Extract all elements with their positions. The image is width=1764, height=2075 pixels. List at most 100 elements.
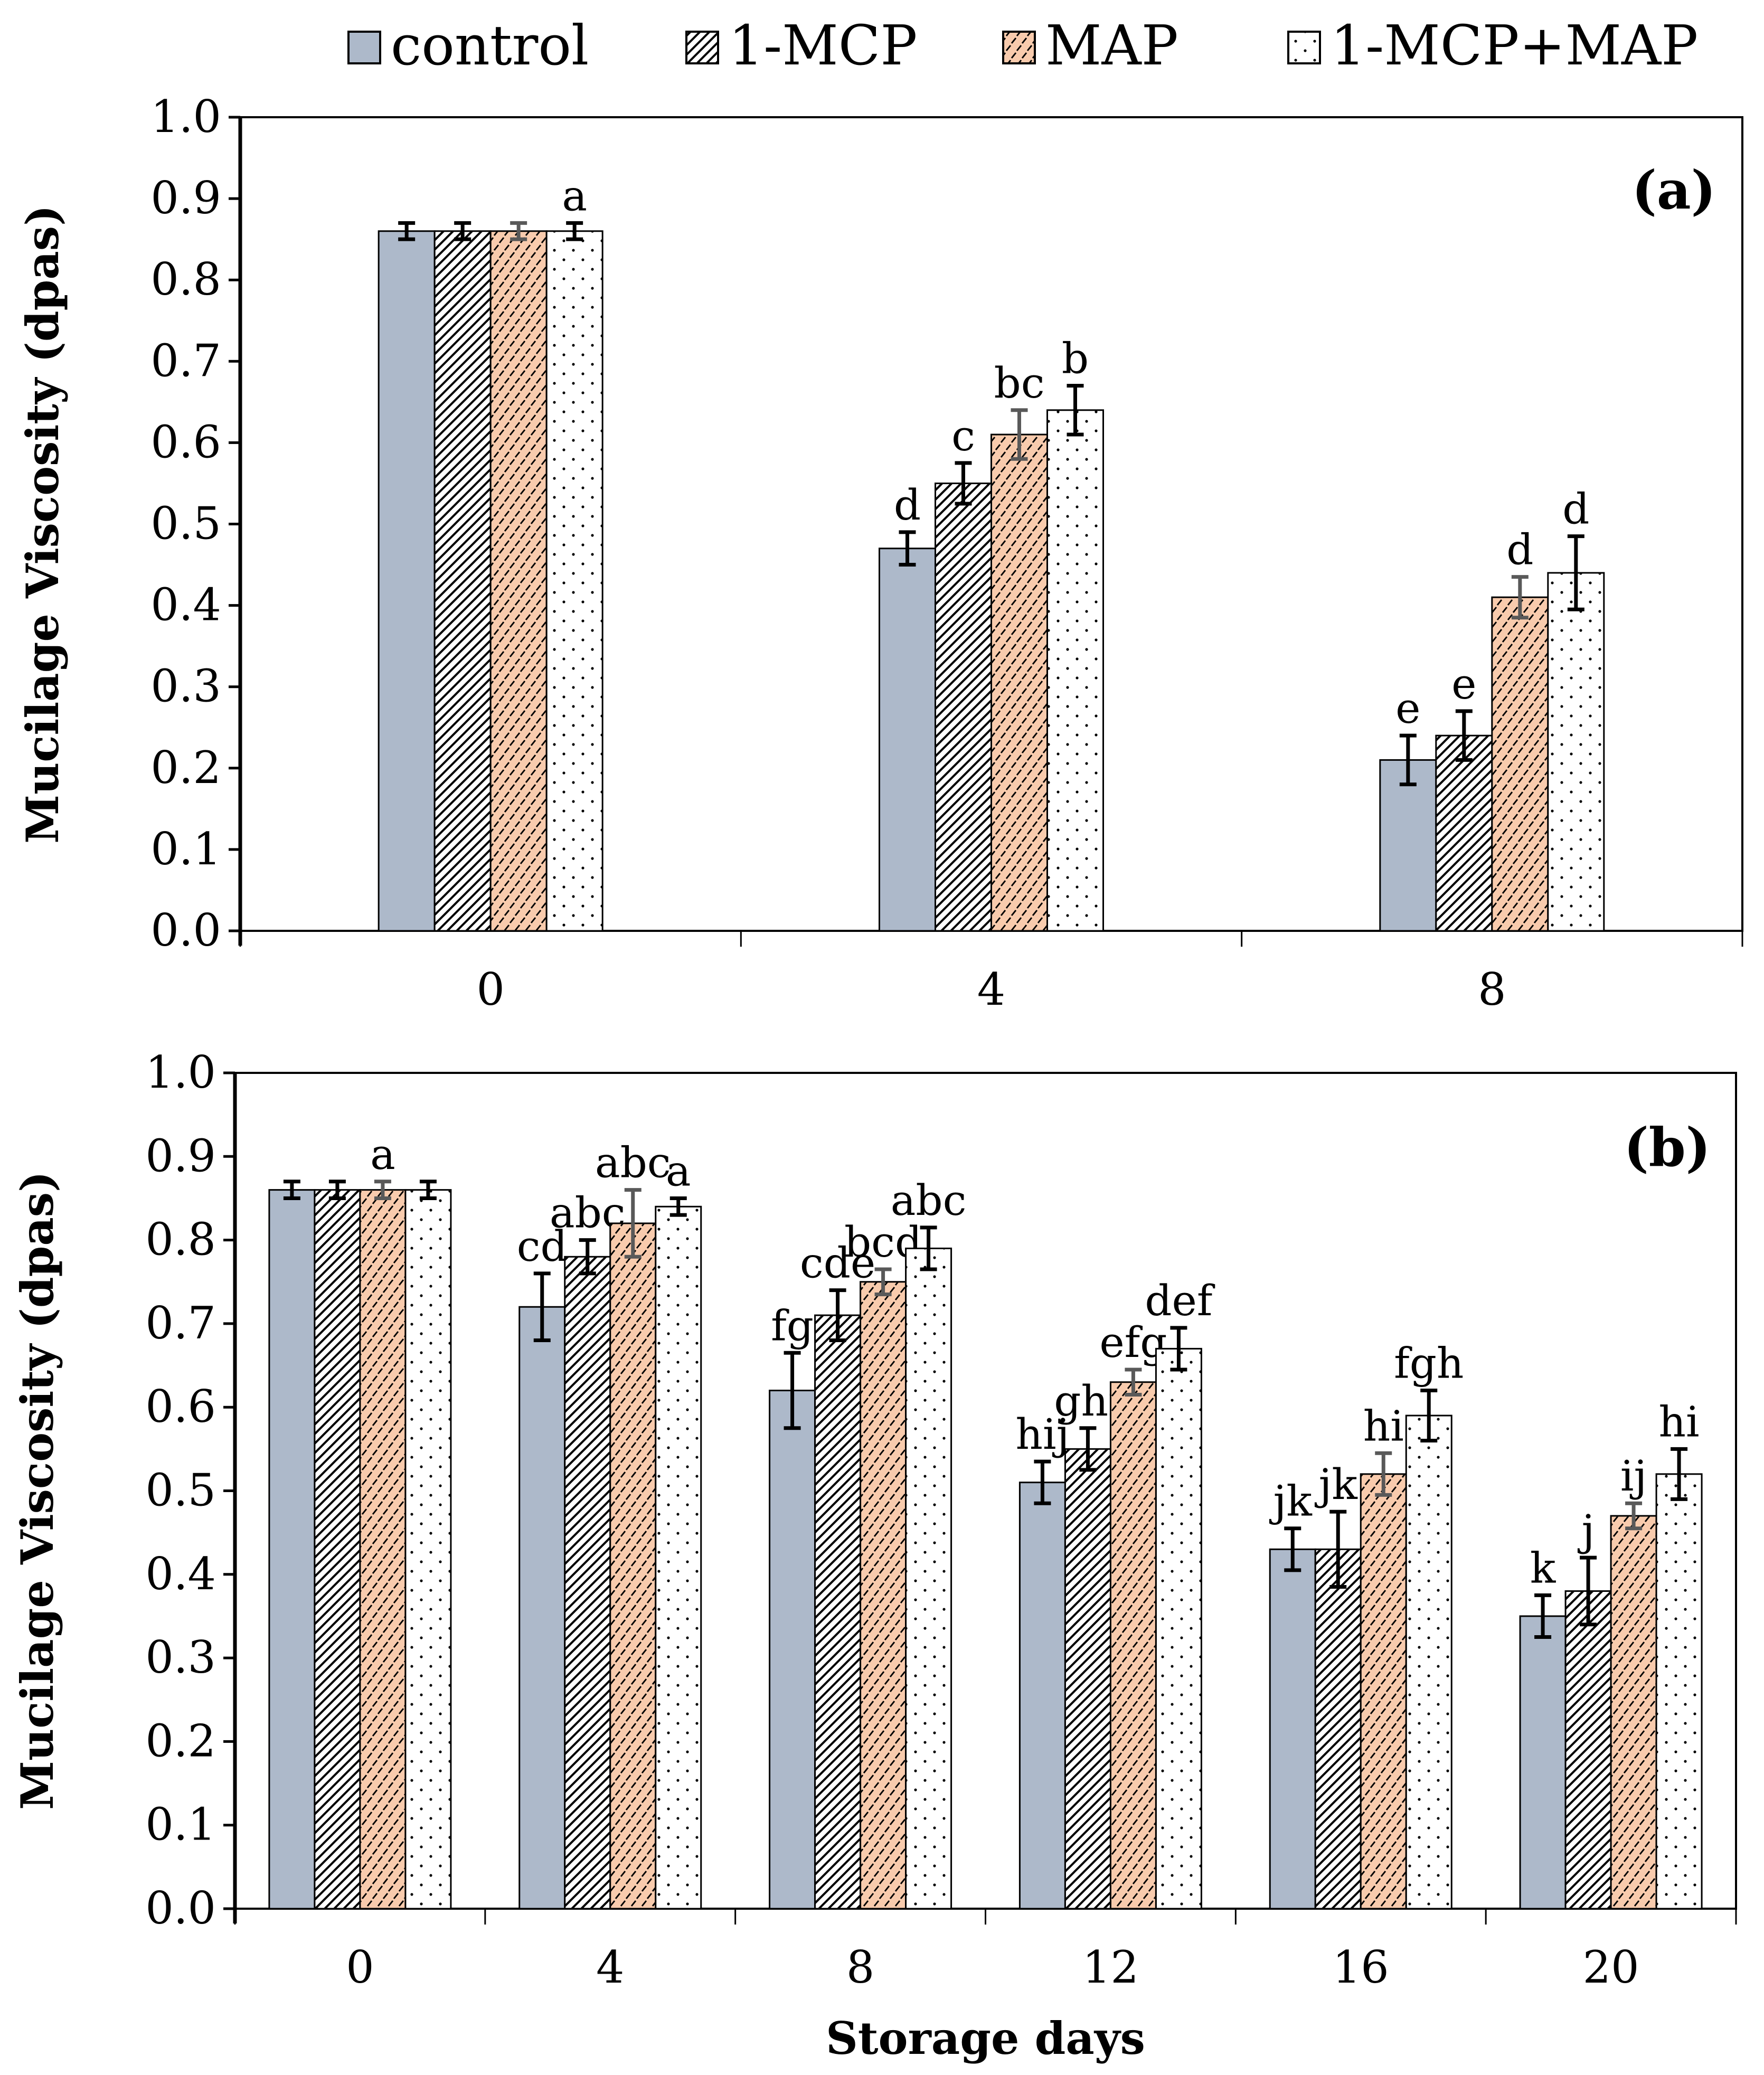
significance-letter: d	[1506, 525, 1533, 574]
bar-control-day-8	[769, 1390, 816, 1910]
significance-letter: fgh	[1394, 1339, 1464, 1388]
error-bar	[1170, 1326, 1187, 1372]
error-bar	[1580, 1555, 1597, 1627]
y-tick-label: 0.3	[150, 661, 221, 712]
error-bar	[328, 1180, 346, 1200]
error-bar	[419, 1180, 437, 1200]
bar-1-mcp-day-8	[1435, 734, 1493, 932]
error-bar	[566, 221, 583, 241]
error-bar	[1125, 1367, 1142, 1397]
error-bar	[955, 461, 972, 506]
y-tick-label: 1.0	[145, 1046, 216, 1098]
significance-letter: d	[1562, 485, 1589, 534]
legend-item-3: MAP	[1002, 13, 1178, 78]
x-tick-label: 8	[846, 1941, 874, 1993]
legend-label: 1-MCP	[729, 13, 917, 78]
significance-letter: hi	[1659, 1397, 1700, 1446]
error-bar	[1625, 1501, 1643, 1531]
bar-1-mcp-day-16	[1314, 1548, 1362, 1910]
bar-1-mcp-day-8	[814, 1314, 862, 1910]
significance-letter: e	[1451, 659, 1476, 709]
error-bar	[510, 221, 527, 241]
panel-a: 0.00.10.20.30.40.50.60.70.80.91.00 4 8adcb…	[16, 91, 1743, 1015]
bar-1-mcp-map-day-4	[655, 1205, 702, 1910]
y-tick-label: 1.0	[150, 91, 221, 143]
y-tick-label: 0.4	[145, 1548, 216, 1600]
error-bar	[1067, 384, 1084, 437]
error-bar	[1511, 575, 1529, 620]
plot-frame	[234, 1072, 1737, 1910]
error-bar	[1284, 1526, 1301, 1572]
error-bar	[1079, 1426, 1097, 1472]
y-tick-label: 0.2	[150, 742, 221, 794]
bar-1-mcp-map-day-12	[1155, 1347, 1202, 1910]
y-tick-label: 0.0	[150, 904, 221, 956]
bar-1-mcp-map-day-20	[1655, 1473, 1703, 1910]
x-tick-label: 0	[476, 964, 504, 1015]
error-bar	[283, 1180, 300, 1200]
significance-letter: def	[1145, 1276, 1215, 1325]
error-bar	[1420, 1389, 1438, 1443]
y-tick-label: 0.8	[150, 253, 221, 305]
error-bar	[1329, 1510, 1347, 1589]
bar-1-mcp-map-day-16	[1405, 1414, 1452, 1910]
bar-map-day-8	[1491, 596, 1549, 932]
significance-letter: hij	[1015, 1410, 1069, 1459]
bar-map-day-4	[991, 433, 1048, 932]
x-tick-label: 16	[1333, 1941, 1389, 1993]
error-bar	[1375, 1451, 1392, 1497]
error-bar	[1671, 1447, 1688, 1501]
significance-letter: d	[894, 480, 921, 530]
panel-tag: (b)	[1624, 1116, 1711, 1178]
error-bar	[669, 1196, 687, 1217]
panel-tag: (a)	[1632, 159, 1716, 221]
bar-1-mcp-map-day-0	[404, 1189, 452, 1910]
significance-letter: a	[370, 1130, 395, 1179]
significance-letter: hi	[1363, 1401, 1404, 1450]
error-bar	[1567, 534, 1584, 611]
error-bar	[899, 530, 916, 567]
error-bar	[829, 1288, 846, 1343]
error-bar	[1034, 1459, 1051, 1505]
x-tick-label: 12	[1082, 1941, 1139, 1993]
bar-map-day-0	[489, 230, 548, 932]
error-bar	[579, 1238, 596, 1276]
legend-swatch	[685, 31, 719, 64]
error-bar	[1534, 1593, 1552, 1639]
legend-swatch	[347, 31, 381, 64]
error-bar	[1011, 408, 1028, 461]
error-bar	[1399, 733, 1417, 787]
significance-letter: abc	[891, 1176, 967, 1225]
y-tick-label: 0.2	[145, 1715, 216, 1767]
y-tick-label: 0.1	[145, 1799, 216, 1851]
legend-label: 1-MCP+MAP	[1331, 13, 1698, 78]
y-tick-label: 0.1	[150, 823, 221, 875]
significance-letter: jk	[1269, 1477, 1313, 1526]
bar-1-mcp-map-day-8	[905, 1247, 952, 1910]
legend-item-2: 1-MCP	[685, 13, 917, 78]
y-tick-label: 0.3	[145, 1631, 216, 1683]
legend: control 1-MCP MAP 1-MCP+MAP	[347, 13, 1698, 78]
x-axis-label: Storage days	[826, 2012, 1145, 2064]
x-tick-label: 8	[1478, 964, 1506, 1015]
significance-letter: bc	[994, 359, 1044, 408]
bar-1-mcp-day-4	[564, 1256, 611, 1910]
bar-control-day-16	[1269, 1548, 1316, 1910]
bar-map-day-16	[1360, 1473, 1407, 1910]
significance-letter: b	[1062, 334, 1089, 383]
bar-control-day-0	[378, 230, 436, 932]
bar-map-day-8	[860, 1281, 907, 1910]
significance-letter: cde	[800, 1239, 875, 1288]
y-axis-label: Mucilage Viscosity (dpas)	[16, 205, 69, 844]
bar-1-mcp-map-day-4	[1046, 409, 1104, 932]
x-tick-label: 20	[1583, 1941, 1639, 1993]
significance-letter: jk	[1315, 1460, 1359, 1509]
bar-1-mcp-map-day-8	[1547, 572, 1605, 932]
significance-letter: k	[1530, 1543, 1557, 1592]
y-tick-label: 0.6	[150, 416, 221, 468]
significance-letter: c	[951, 411, 975, 460]
y-tick-label: 0.5	[145, 1465, 216, 1516]
bar-map-day-0	[359, 1189, 407, 1910]
legend-label: control	[391, 13, 589, 78]
bar-1-mcp-day-0	[314, 1189, 361, 1910]
